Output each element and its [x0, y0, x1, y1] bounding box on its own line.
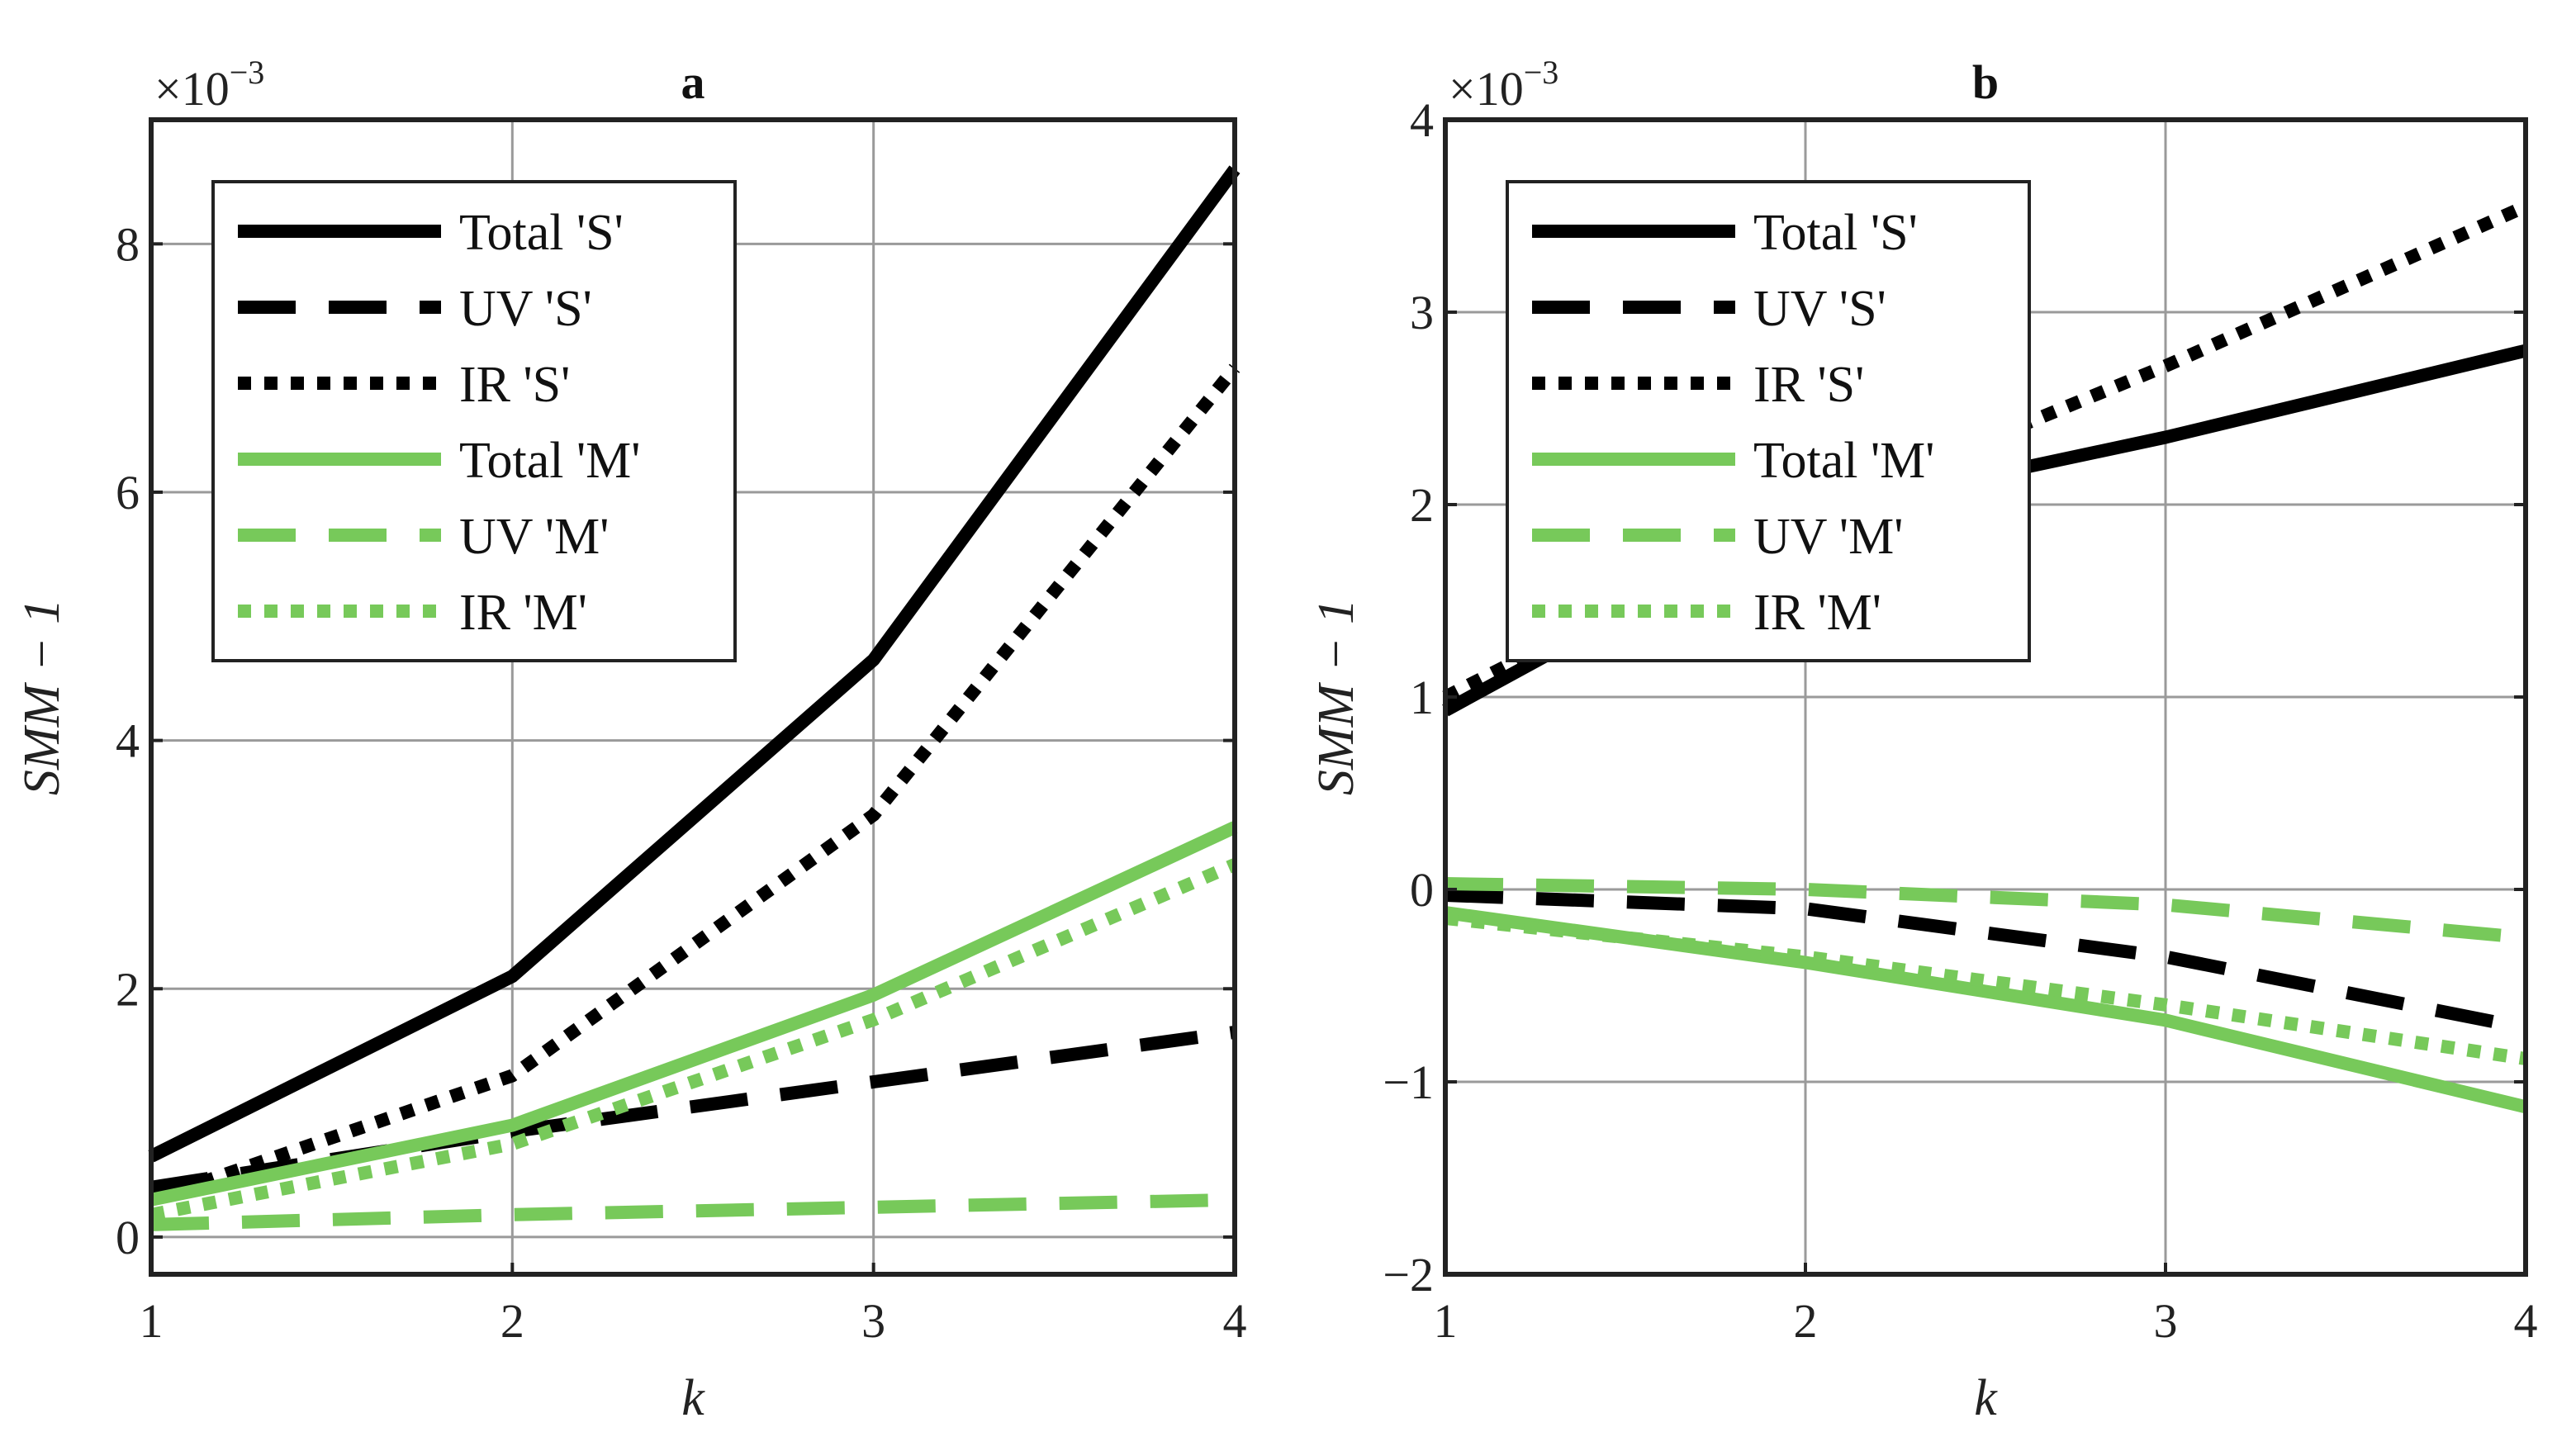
x-axis-label-b: k: [1974, 1370, 1998, 1426]
legend-label-b-5: IR 'M': [1753, 585, 1881, 641]
series-line-a-2: [149, 363, 1241, 1207]
y-tick-label-a-4: 8: [116, 217, 140, 271]
chart-title-b: b: [1972, 55, 1999, 109]
chart-title-a: a: [681, 55, 705, 109]
legend-label-a-2: IR 'S': [459, 357, 570, 413]
y-exponent-a: ×10−3: [154, 54, 264, 116]
y-tick-label-b-6: 4: [1410, 93, 1434, 147]
legend-label-b-3: Total 'M': [1753, 433, 1934, 489]
y-tick-label-b-3: 1: [1410, 671, 1434, 724]
legend-label-a-5: IR 'M': [459, 585, 587, 641]
x-tick-label-a-2: 3: [861, 1294, 885, 1348]
x-tick-label-b-2: 3: [2154, 1294, 2178, 1348]
series-line-b-1: [1445, 889, 2527, 1035]
series-line-a-0: [148, 165, 1241, 1163]
x-axis-label-a: k: [681, 1370, 705, 1426]
x-tick-label-b-1: 2: [1794, 1294, 1818, 1348]
legend-a: Total 'S' UV 'S' IR 'S' Total 'M' UV 'M' IR '…: [211, 180, 737, 662]
y-tick-label-b-2: 0: [1410, 863, 1434, 917]
x-tick-label-b-0: 1: [1434, 1294, 1458, 1348]
y-axis-label-a: SMM − 1: [14, 599, 70, 795]
y-tick-label-b-1: −1: [1383, 1055, 1434, 1109]
legend-box-b: [1506, 180, 2031, 662]
legend-label-b-1: UV 'S': [1753, 281, 1886, 337]
legend-label-a-4: UV 'M': [459, 509, 609, 565]
legend-b: Total 'S' UV 'S' IR 'S' Total 'M' UV 'M' IR '…: [1506, 180, 2031, 662]
y-exponent-power-a: −3: [230, 54, 265, 91]
y-exponent-power-b: −3: [1524, 54, 1559, 91]
series-line-b-3: [1444, 906, 2527, 1114]
x-tick-label-a-0: 1: [140, 1294, 164, 1348]
series-line-a-3: [149, 821, 1238, 1207]
axes-frame-a: [149, 117, 1237, 1277]
y-tick-label-a-0: 0: [116, 1211, 140, 1264]
y-tick-label-a-3: 6: [116, 466, 140, 519]
y-exponent-base-a: ×10: [154, 62, 230, 116]
axes-frame-b: [1443, 117, 2528, 1277]
x-tick-label-b-3: 4: [2514, 1294, 2538, 1348]
series-line-a-4: [150, 1193, 1236, 1231]
y-tick-label-a-2: 4: [116, 714, 140, 768]
y-tick-label-a-1: 2: [116, 962, 140, 1016]
series-group-a: [148, 165, 1241, 1231]
ticks-a: 1 2 3 4 0 2 4 6 8: [116, 217, 1247, 1348]
y-tick-label-b-4: 2: [1410, 478, 1434, 532]
y-exponent-b: ×10−3: [1449, 54, 1558, 116]
y-tick-label-b-0: −2: [1383, 1248, 1434, 1302]
legend-box-a: [211, 180, 737, 662]
panel-b: 1 2 3 4 −2 −1 0 1 2 3 4 b ×10−3 k SMM − 1 Total 'S…: [1308, 54, 2538, 1426]
legend-label-a-0: Total 'S': [459, 205, 624, 261]
y-tick-label-b-5: 3: [1410, 286, 1434, 339]
x-tick-label-a-3: 4: [1223, 1294, 1247, 1348]
series-line-b-2: [1442, 200, 2529, 704]
series-line-a-5: [149, 858, 1238, 1221]
series-line-b-5: [1445, 912, 2527, 1065]
legend-label-b-2: IR 'S': [1753, 357, 1864, 413]
panel-a: 1 2 3 4 0 2 4 6 8 a ×10−3 k SMM − 1 Total 'S' UV …: [14, 54, 1247, 1426]
y-axis-label-b: SMM − 1: [1308, 599, 1364, 795]
legend-label-b-4: UV 'M': [1753, 509, 1903, 565]
legend-label-b-0: Total 'S': [1753, 205, 1918, 261]
legend-label-a-3: Total 'M': [459, 433, 640, 489]
legend-label-a-1: UV 'S': [459, 281, 592, 337]
y-exponent-base-b: ×10: [1449, 62, 1524, 116]
x-tick-label-a-1: 2: [500, 1294, 524, 1348]
